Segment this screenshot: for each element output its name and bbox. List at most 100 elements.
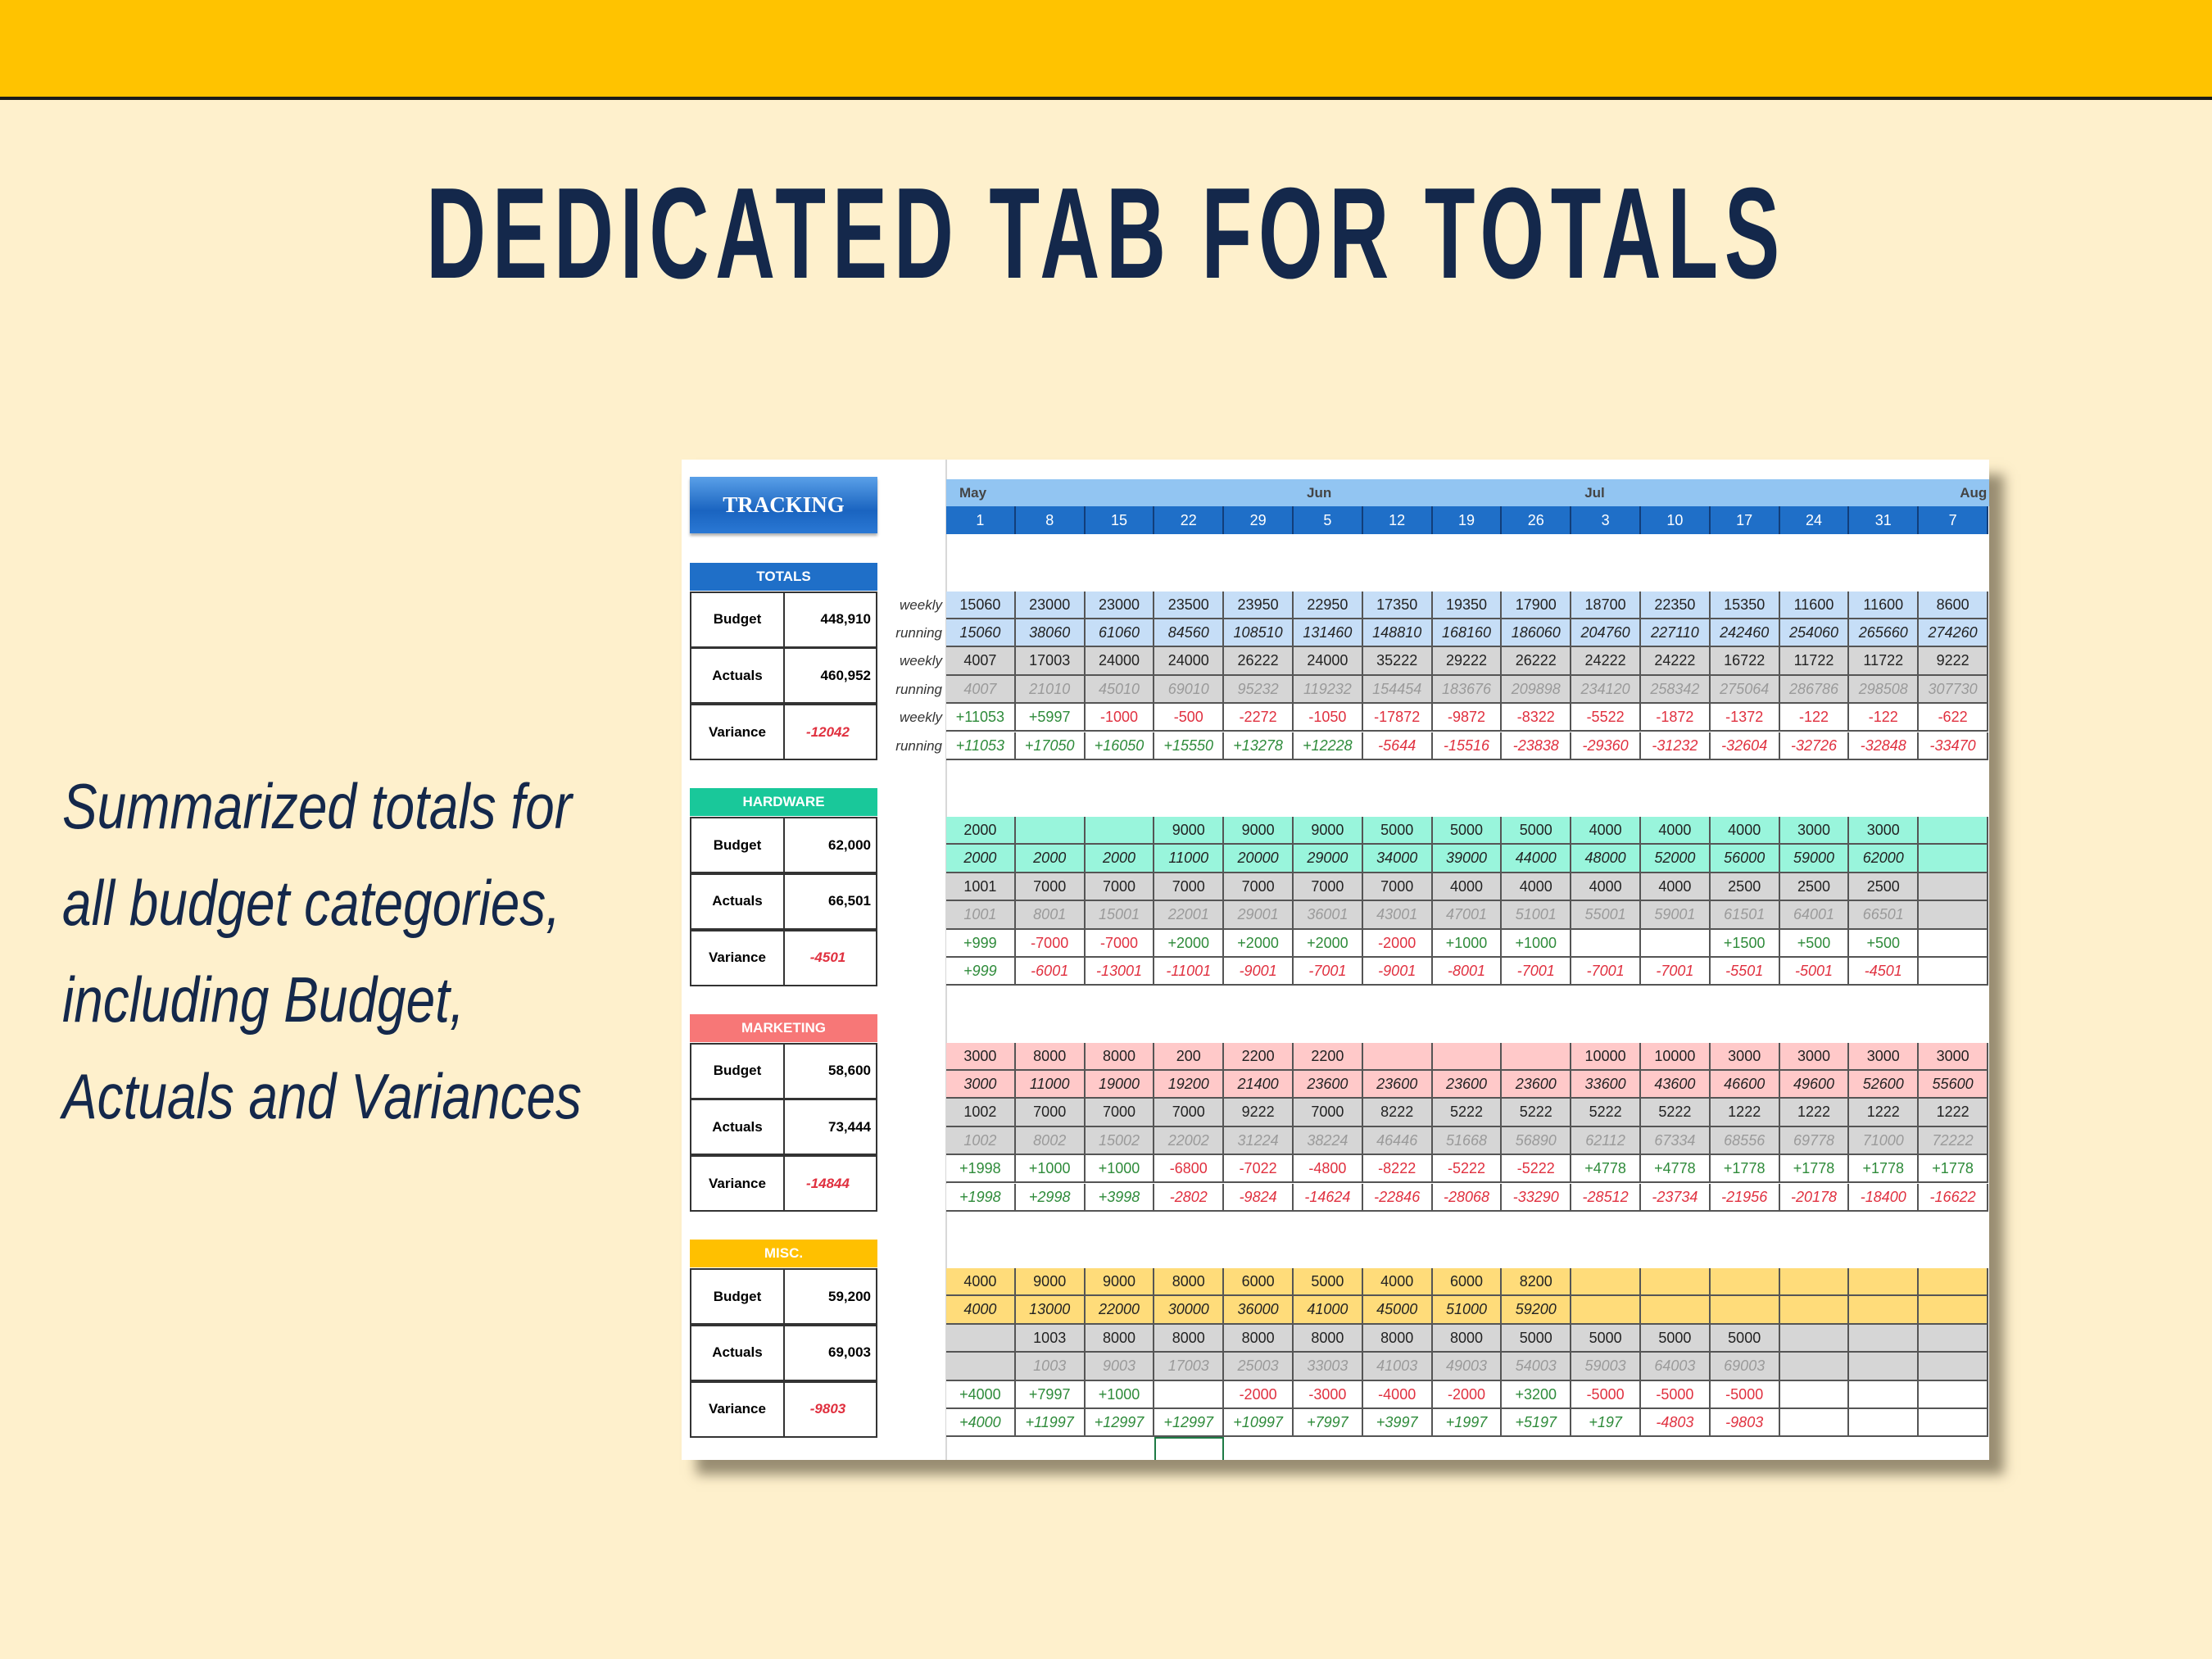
table-cell[interactable]: [1571, 1296, 1641, 1325]
table-cell[interactable]: -7001: [1294, 958, 1363, 986]
table-cell[interactable]: [1849, 1380, 1920, 1409]
table-cell[interactable]: -13001: [1085, 958, 1155, 986]
table-cell[interactable]: 5222: [1571, 1099, 1641, 1127]
table-cell[interactable]: 8000: [1085, 1042, 1155, 1071]
table-cell[interactable]: +11053: [946, 732, 1016, 760]
table-cell[interactable]: 2000: [946, 845, 1016, 873]
table-cell[interactable]: 298508: [1849, 675, 1920, 705]
table-cell[interactable]: 51001: [1502, 901, 1572, 930]
table-cell[interactable]: -20178: [1779, 1183, 1850, 1212]
table-cell[interactable]: +1778: [1779, 1155, 1850, 1184]
table-cell[interactable]: 11600: [1779, 591, 1850, 619]
table-cell[interactable]: 168160: [1432, 619, 1503, 648]
table-cell[interactable]: 61060: [1085, 619, 1155, 648]
table-cell[interactable]: 20000: [1224, 845, 1294, 873]
table-cell[interactable]: +12997: [1085, 1409, 1155, 1438]
table-cell[interactable]: 4000: [1641, 873, 1711, 902]
table-cell[interactable]: 56890: [1502, 1126, 1572, 1156]
table-cell[interactable]: -23838: [1502, 732, 1572, 760]
table-cell[interactable]: +1778: [1710, 1155, 1780, 1184]
table-cell[interactable]: -23734: [1641, 1183, 1711, 1212]
table-cell[interactable]: 8000: [1154, 1268, 1225, 1297]
table-cell[interactable]: -4800: [1294, 1155, 1363, 1184]
table-cell[interactable]: 19200: [1154, 1070, 1225, 1099]
selected-cell[interactable]: [1154, 1437, 1225, 1460]
table-cell[interactable]: 41000: [1294, 1296, 1363, 1325]
table-cell[interactable]: 29001: [1224, 901, 1294, 930]
table-cell[interactable]: 52600: [1849, 1070, 1920, 1099]
table-cell[interactable]: 131460: [1294, 619, 1363, 648]
table-cell[interactable]: 7000: [1294, 873, 1363, 902]
table-cell[interactable]: -5001: [1779, 958, 1850, 986]
table-cell[interactable]: -1872: [1641, 704, 1711, 732]
table-cell[interactable]: [1362, 1042, 1433, 1071]
table-cell[interactable]: 69003: [1710, 1353, 1780, 1381]
table-cell[interactable]: -2000: [1224, 1380, 1294, 1409]
table-cell[interactable]: 8000: [1154, 1324, 1225, 1353]
table-cell[interactable]: 68556: [1710, 1126, 1780, 1156]
table-cell[interactable]: -7001: [1641, 958, 1711, 986]
table-cell[interactable]: 8001: [1015, 901, 1086, 930]
table-cell[interactable]: 5222: [1502, 1099, 1572, 1127]
table-cell[interactable]: -8001: [1432, 958, 1503, 986]
table-cell[interactable]: +17050: [1015, 732, 1086, 760]
table-cell[interactable]: 5222: [1432, 1099, 1503, 1127]
table-cell[interactable]: -28512: [1571, 1183, 1641, 1212]
table-cell[interactable]: -500: [1154, 704, 1225, 732]
table-cell[interactable]: 186060: [1502, 619, 1572, 648]
table-cell[interactable]: 35222: [1362, 647, 1433, 676]
table-cell[interactable]: [1502, 1042, 1572, 1071]
table-cell[interactable]: 4000: [946, 1296, 1016, 1325]
table-cell[interactable]: 19000: [1085, 1070, 1155, 1099]
table-cell[interactable]: 8222: [1362, 1099, 1433, 1127]
table-cell[interactable]: -7001: [1571, 958, 1641, 986]
table-cell[interactable]: 23600: [1294, 1070, 1363, 1099]
table-cell[interactable]: [946, 1353, 1016, 1381]
table-cell[interactable]: +2000: [1154, 929, 1225, 958]
table-cell[interactable]: 24000: [1154, 647, 1225, 676]
table-cell[interactable]: 275064: [1710, 675, 1780, 705]
table-cell[interactable]: 69010: [1154, 675, 1225, 705]
table-cell[interactable]: +4000: [946, 1409, 1016, 1438]
table-cell[interactable]: 22002: [1154, 1126, 1225, 1156]
table-cell[interactable]: [1779, 1268, 1850, 1297]
table-cell[interactable]: 9000: [1294, 817, 1363, 845]
table-cell[interactable]: -2272: [1224, 704, 1294, 732]
table-cell[interactable]: [1710, 1268, 1780, 1297]
table-cell[interactable]: [1571, 1268, 1641, 1297]
table-cell[interactable]: -5222: [1432, 1155, 1503, 1184]
table-cell[interactable]: [1154, 1380, 1225, 1409]
table-cell[interactable]: 49600: [1779, 1070, 1850, 1099]
table-cell[interactable]: 1222: [1710, 1099, 1780, 1127]
table-cell[interactable]: -122: [1779, 704, 1850, 732]
table-cell[interactable]: 61501: [1710, 901, 1780, 930]
table-cell[interactable]: 23000: [1085, 591, 1155, 619]
table-cell[interactable]: +999: [946, 929, 1016, 958]
table-cell[interactable]: 274260: [1919, 619, 1988, 648]
table-cell[interactable]: -16622: [1919, 1183, 1988, 1212]
table-cell[interactable]: 11722: [1849, 647, 1920, 676]
table-cell[interactable]: -31232: [1641, 732, 1711, 760]
table-cell[interactable]: [1849, 1324, 1920, 1353]
table-cell[interactable]: 17003: [1154, 1353, 1225, 1381]
table-cell[interactable]: +4000: [946, 1380, 1016, 1409]
table-cell[interactable]: [1849, 1296, 1920, 1325]
table-cell[interactable]: -22846: [1362, 1183, 1433, 1212]
table-cell[interactable]: 4007: [946, 647, 1016, 676]
table-cell[interactable]: -6001: [1015, 958, 1086, 986]
table-cell[interactable]: 3000: [1779, 1042, 1850, 1071]
table-cell[interactable]: -4803: [1641, 1409, 1711, 1438]
table-cell[interactable]: -2802: [1154, 1183, 1225, 1212]
table-cell[interactable]: +1000: [1502, 929, 1572, 958]
table-cell[interactable]: 11600: [1849, 591, 1920, 619]
table-cell[interactable]: 15350: [1710, 591, 1780, 619]
table-cell[interactable]: 23600: [1432, 1070, 1503, 1099]
table-cell[interactable]: +4778: [1571, 1155, 1641, 1184]
table-cell[interactable]: 11722: [1779, 647, 1850, 676]
table-cell[interactable]: 48000: [1571, 845, 1641, 873]
table-cell[interactable]: 5000: [1294, 1268, 1363, 1297]
table-cell[interactable]: +1000: [1085, 1380, 1155, 1409]
table-cell[interactable]: [1849, 1268, 1920, 1297]
table-cell[interactable]: +10997: [1224, 1409, 1294, 1438]
table-cell[interactable]: -8222: [1362, 1155, 1433, 1184]
